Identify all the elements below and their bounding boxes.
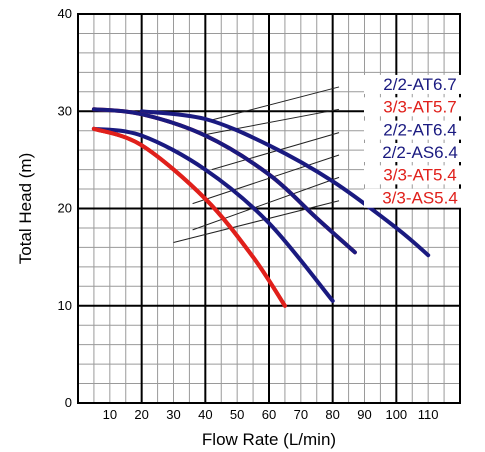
y-tick-label: 40 [58, 6, 72, 21]
series-line [91, 126, 335, 303]
y-tick-label: 30 [58, 103, 72, 118]
legend-leader-lines [173, 86, 340, 244]
legend-entry-background [364, 188, 476, 208]
legend-leader-line [205, 108, 340, 136]
legend-entry-label: 3/3-AT5.7 [383, 97, 456, 116]
series-line [91, 107, 357, 255]
legend-entry-label: 3/3-AT5.4 [383, 165, 456, 184]
legend-entry-label: 2/2-AT6.7 [383, 75, 456, 94]
x-axis-ticks: 10 20 30 40 50 60 70 80 90 100 110 [103, 407, 439, 422]
x-tick-label: 60 [262, 407, 276, 422]
legend-leader-line [173, 200, 340, 244]
plot-frame [77, 13, 461, 404]
legend-leader-line [211, 86, 340, 121]
legend-entry-label: 2/2-AT6.4 [383, 121, 456, 140]
y-tick-label: 20 [58, 201, 72, 216]
legend-entry-background [364, 97, 476, 117]
x-tick-label: 20 [134, 407, 148, 422]
x-tick-label: 40 [198, 407, 212, 422]
legend-leader-line [192, 154, 340, 205]
pump-curves [91, 107, 431, 308]
x-axis-label: Flow Rate (L/min) [202, 430, 336, 449]
legend-entry-background [364, 120, 476, 140]
x-tick-label: 50 [230, 407, 244, 422]
series-line [139, 109, 431, 258]
x-tick-label: 30 [166, 407, 180, 422]
y-axis-ticks: 0 10 20 30 40 [58, 6, 72, 410]
legend-entry-label: 2/2-AS6.4 [382, 143, 458, 162]
x-tick-label: 90 [357, 407, 371, 422]
y-tick-label: 10 [58, 298, 72, 313]
legend-entry-background [364, 165, 476, 185]
legend-entry-background [364, 74, 476, 94]
legend-leader-line [211, 132, 340, 171]
y-axis-label: Total Head (m) [16, 153, 35, 264]
x-tick-label: 110 [418, 407, 439, 422]
x-tick-label: 70 [294, 407, 308, 422]
legend: 2/2-AT6.7 3/3-AT5.7 2/2-AT6.4 2/2-AS6.4 3/3-… [364, 74, 476, 208]
series-line [91, 126, 287, 308]
legend-entry-label: 3/3-AS5.4 [382, 189, 458, 208]
x-tick-label: 80 [325, 407, 339, 422]
legend-entry-background [364, 143, 476, 163]
x-tick-label: 100 [385, 407, 407, 422]
legend-leader-line [192, 176, 340, 231]
x-tick-label: 10 [103, 407, 117, 422]
y-tick-label: 0 [65, 395, 72, 410]
